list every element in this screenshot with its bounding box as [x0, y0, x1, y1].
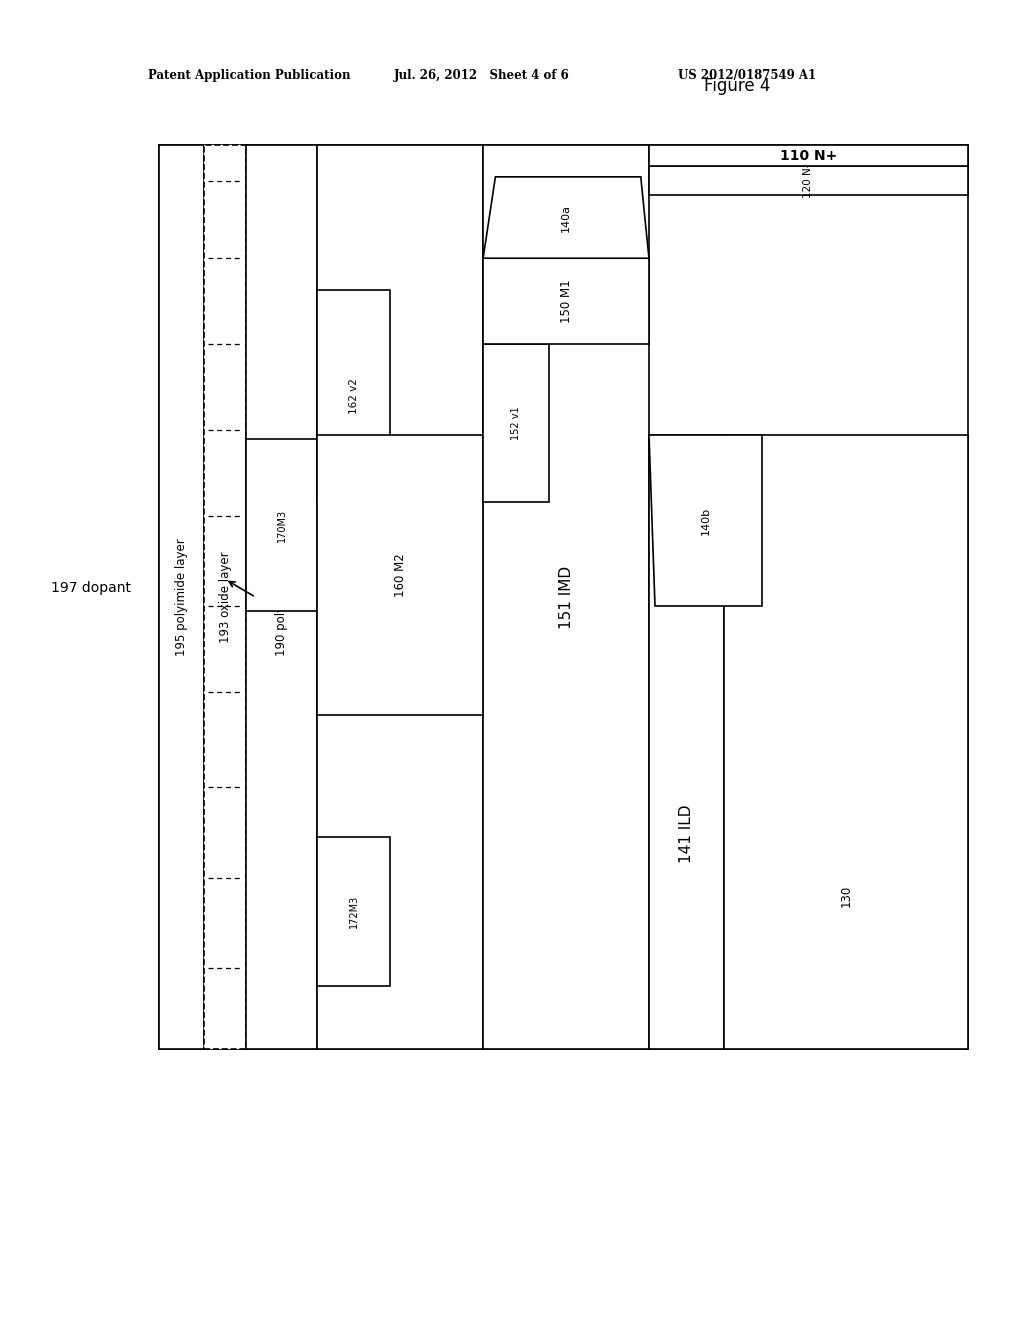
- Bar: [246, 440, 317, 611]
- Text: Figure 4: Figure 4: [705, 77, 770, 95]
- Text: US 2012/0187549 A1: US 2012/0187549 A1: [678, 69, 816, 82]
- Text: 193 oxide layer: 193 oxide layer: [218, 552, 231, 643]
- Text: 162 v2: 162 v2: [349, 378, 358, 414]
- Bar: [724, 434, 968, 1049]
- Text: 130: 130: [840, 884, 852, 907]
- Text: 172M3: 172M3: [349, 895, 358, 928]
- Text: 160 M2: 160 M2: [393, 553, 407, 597]
- Bar: [317, 837, 390, 986]
- Text: 140b: 140b: [700, 507, 711, 535]
- Bar: [483, 345, 550, 503]
- Bar: [649, 434, 724, 1049]
- Text: 150 M1: 150 M1: [559, 280, 572, 323]
- Text: 141 ILD: 141 ILD: [679, 805, 694, 863]
- Text: Jul. 26, 2012   Sheet 4 of 6: Jul. 26, 2012 Sheet 4 of 6: [394, 69, 570, 82]
- Text: 170M3: 170M3: [276, 508, 287, 541]
- Bar: [246, 145, 317, 1049]
- Bar: [483, 145, 649, 1049]
- Bar: [649, 145, 968, 166]
- Text: 197 dopant: 197 dopant: [51, 581, 131, 595]
- Text: 190 polyimide layer: 190 polyimide layer: [275, 539, 288, 656]
- Bar: [483, 259, 649, 345]
- Bar: [649, 166, 968, 195]
- Text: 151 IMD: 151 IMD: [558, 566, 573, 628]
- Bar: [317, 290, 390, 503]
- Bar: [204, 145, 246, 1049]
- Bar: [159, 145, 204, 1049]
- Text: 110 N+: 110 N+: [779, 149, 837, 162]
- Text: 152 v1: 152 v1: [511, 407, 521, 440]
- Bar: [159, 145, 968, 1049]
- Text: 161 IMD: 161 IMD: [392, 566, 408, 628]
- Text: 195 polyimide layer: 195 polyimide layer: [175, 539, 187, 656]
- Bar: [317, 145, 483, 1049]
- Text: Patent Application Publication: Patent Application Publication: [148, 69, 351, 82]
- Text: 140a: 140a: [561, 203, 571, 231]
- Text: 120 N-: 120 N-: [803, 164, 813, 198]
- Bar: [317, 434, 483, 715]
- Polygon shape: [649, 434, 762, 606]
- Polygon shape: [483, 177, 649, 259]
